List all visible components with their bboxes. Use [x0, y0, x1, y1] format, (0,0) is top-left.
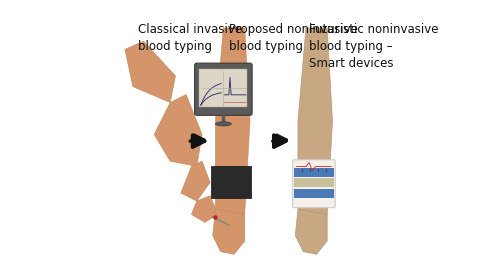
- Bar: [294, 189, 334, 198]
- Polygon shape: [212, 209, 244, 254]
- Polygon shape: [212, 167, 252, 199]
- Text: Proposed noninvasive
blood typing: Proposed noninvasive blood typing: [228, 23, 358, 53]
- Polygon shape: [181, 161, 210, 201]
- Bar: [200, 69, 248, 107]
- Polygon shape: [154, 95, 202, 167]
- Polygon shape: [296, 209, 327, 254]
- Text: Futuristic noninvasive
blood typing –
Smart devices: Futuristic noninvasive blood typing – Sm…: [308, 23, 438, 70]
- Polygon shape: [192, 196, 218, 222]
- Polygon shape: [216, 28, 250, 220]
- Text: Classical invasive
blood typing: Classical invasive blood typing: [138, 23, 242, 53]
- FancyBboxPatch shape: [292, 160, 335, 208]
- Bar: [294, 178, 334, 187]
- Bar: [294, 168, 334, 177]
- Ellipse shape: [216, 122, 232, 126]
- Polygon shape: [125, 41, 176, 102]
- FancyBboxPatch shape: [194, 63, 252, 115]
- Polygon shape: [298, 28, 332, 220]
